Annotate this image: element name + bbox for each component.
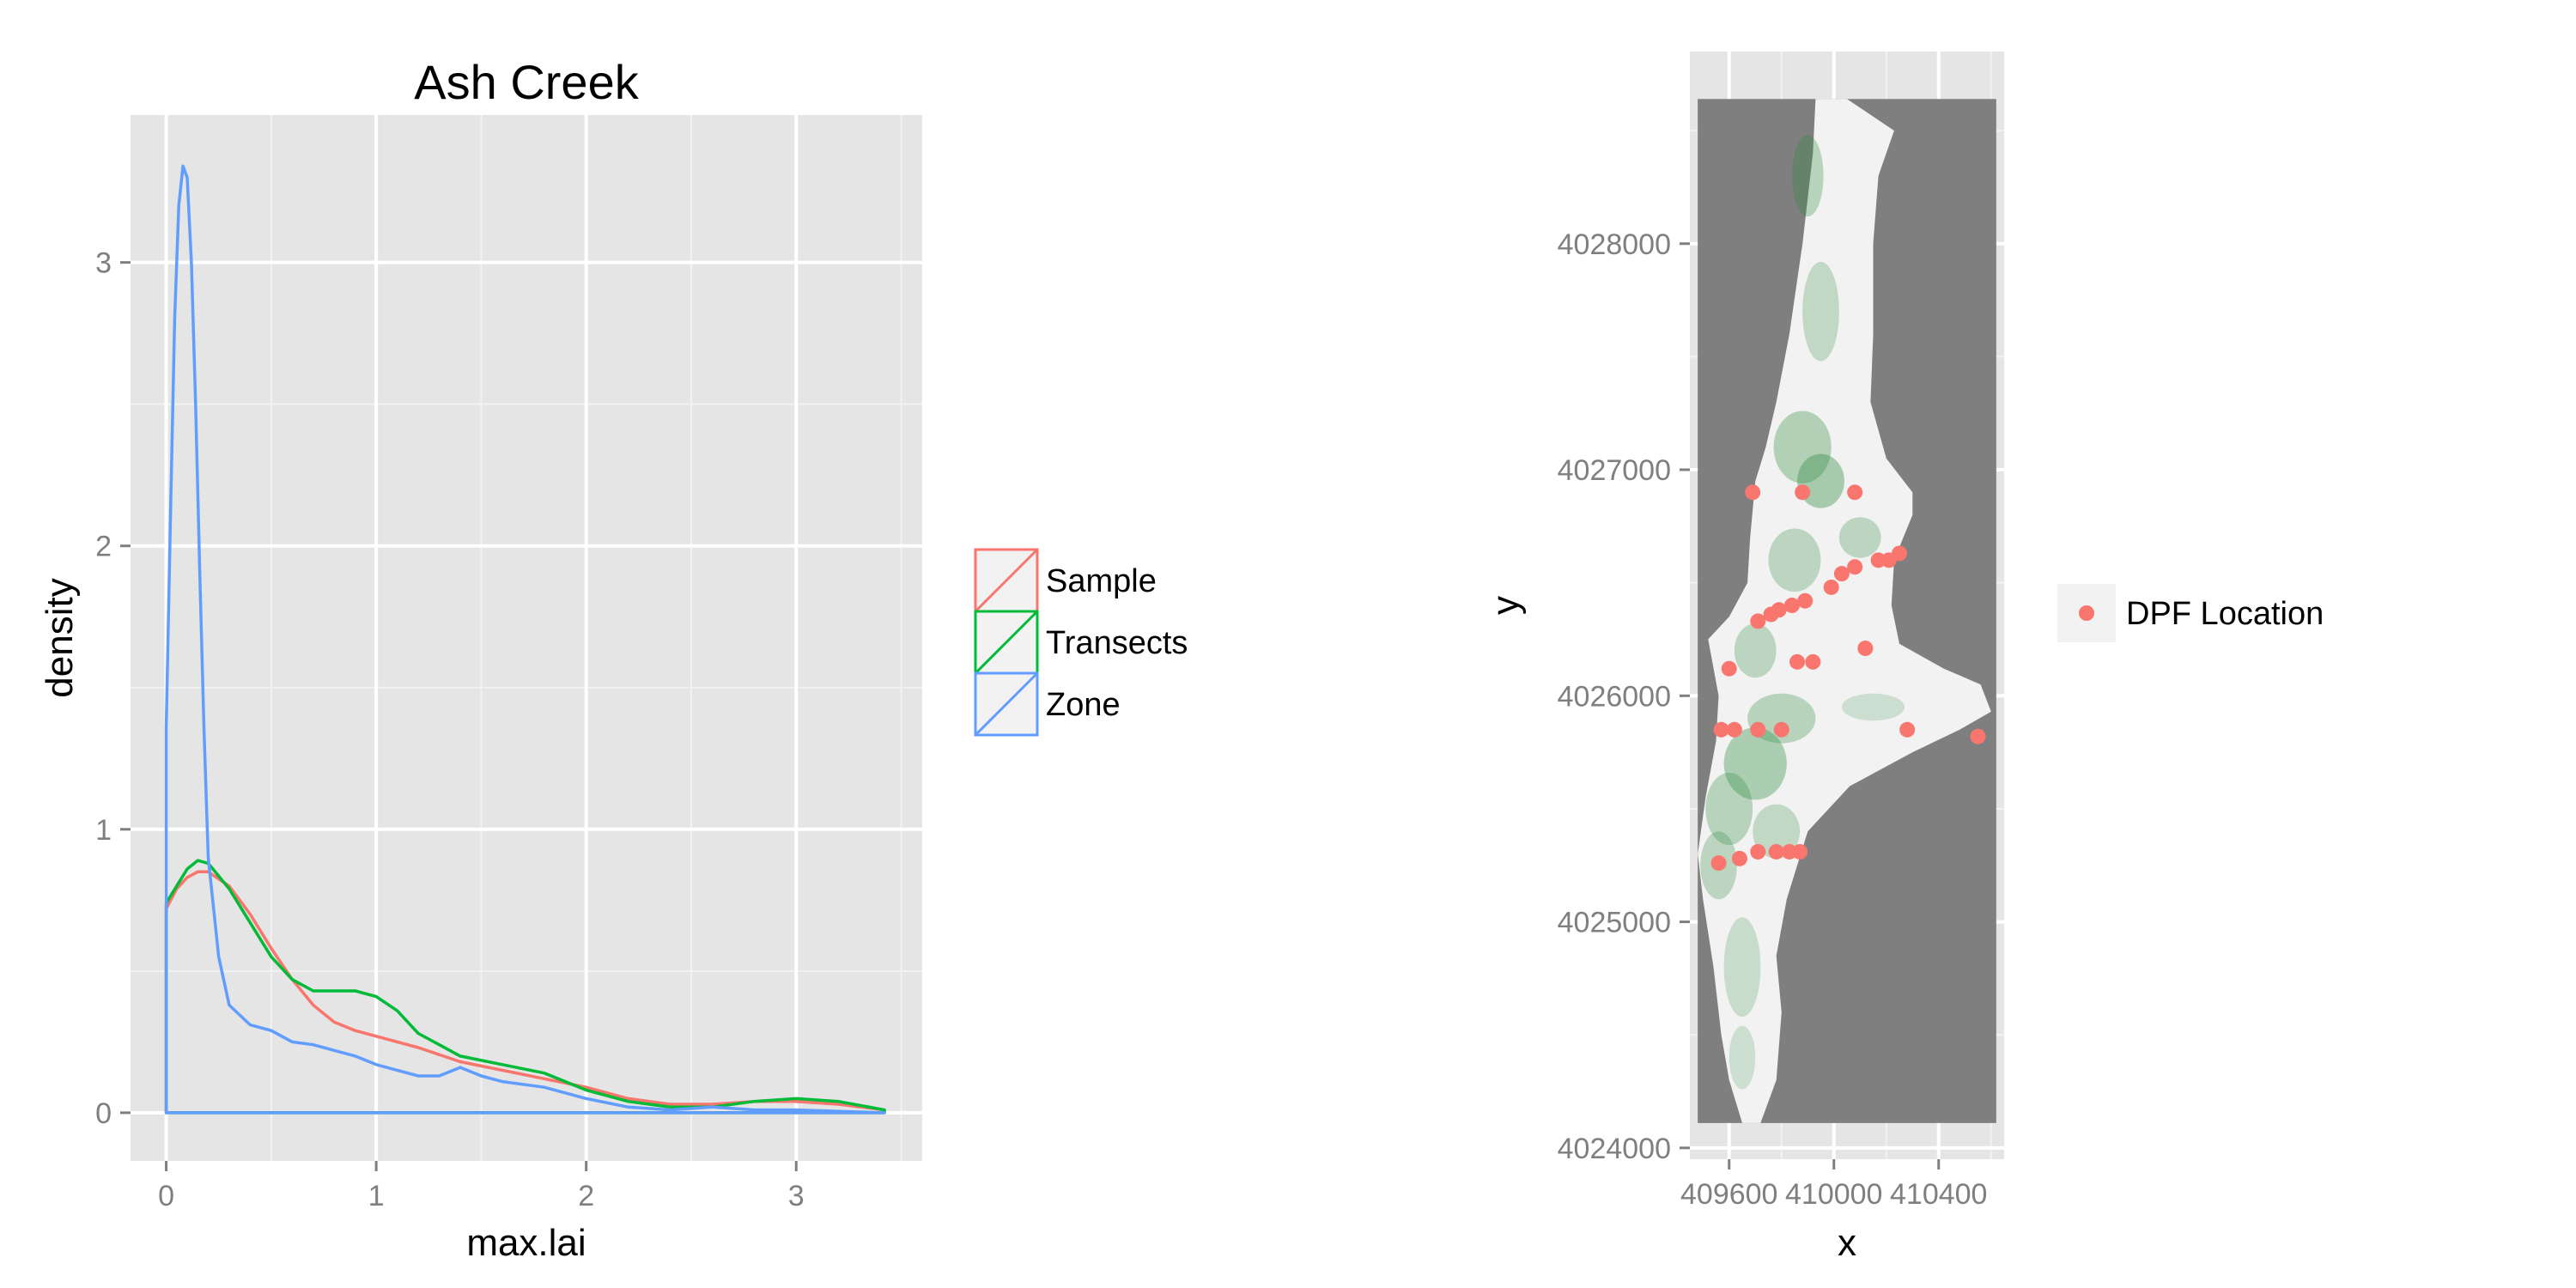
vegetation-patch [1723,917,1761,1018]
legend-label-dpf-location: DPF Location [2126,596,2324,632]
map-ticks: 409600 410000 410400 4024000 4025000 4026000 4… [1558,228,1988,1211]
dpf-location-point [1768,843,1784,860]
dpf-location-point [1721,660,1737,677]
density-plot-title: Ash Creek [414,55,639,109]
vegetation-patch [1728,1025,1756,1090]
vegetation-patch [1705,772,1753,846]
density-y-tick-label: 0 [95,1097,112,1130]
density-y-axis-title: density [39,578,81,697]
dpf-location-point [1970,728,1986,744]
dpf-location-point [1857,641,1874,657]
density-panel: 0 1 2 3 0 1 2 3 Ash Creek max.lai density Sampl… [39,55,1188,1264]
dpf-location-point [1870,552,1886,568]
map-points-group [1710,484,1986,872]
dpf-location-point [1795,484,1811,501]
dpf-location-point [1731,850,1747,866]
dpf-location-point [1713,721,1729,738]
dpf-location-point [1805,653,1821,670]
legend-label-sample: Sample [1046,563,1157,599]
legend-key-line-transects [974,610,1039,675]
legend-label-transects: Transects [1046,625,1188,661]
legend-key-dpf-location-point [2079,605,2094,621]
legend-key-line-sample [974,548,1039,613]
density-x-axis-title: max.lai [466,1222,586,1264]
dpf-location-point [1797,592,1814,609]
map-y-tick-label: 4025000 [1558,907,1671,939]
dpf-location-point [1847,559,1863,575]
dpf-location-point [1792,843,1808,860]
map-y-axis-title: y [1485,596,1527,615]
vegetation-patch [1773,410,1832,483]
map-y-tick-label: 4026000 [1558,680,1671,713]
vegetation-patch [1802,261,1839,361]
vegetation-patch [1797,453,1844,508]
dpf-location-point [1710,855,1727,872]
density-x-tick-label: 1 [368,1180,385,1212]
density-series-transects [164,859,886,1115]
map-panel: 409600 410000 410400 4024000 4025000 4026000 4… [1485,52,2324,1264]
map-y-tick-label: 4028000 [1558,228,1671,261]
dpf-location-point [1726,721,1742,738]
dpf-location-point [1783,598,1800,613]
vegetation-patch [1838,517,1881,558]
density-plot-background [131,115,922,1161]
density-x-tick-label: 3 [788,1180,805,1212]
dpf-location-point [1833,566,1850,582]
vegetation-patch [1841,693,1905,721]
density-series-group [164,164,886,1115]
map-x-tick-label: 409600 [1680,1178,1777,1211]
map-x-tick-label: 410400 [1890,1178,1987,1211]
density-legend: Sample Transects Zone [974,548,1188,737]
legend-label-zone: Zone [1046,687,1121,723]
density-x-tick-label: 0 [158,1180,174,1212]
dpf-location-point [1789,653,1806,670]
density-x-tick-label: 2 [578,1180,594,1212]
vegetation-patch [1791,135,1824,217]
dpf-location-point [1847,484,1863,501]
map-y-tick-label: 4027000 [1558,454,1671,487]
density-y-tick-label: 3 [95,247,112,280]
dpf-location-point [1773,721,1789,738]
density-y-tick-label: 2 [95,531,112,563]
vegetation-patch [1768,528,1821,592]
dpf-location-point [1899,721,1916,738]
dpf-location-point [1750,613,1766,629]
vegetation-patch [1734,623,1777,678]
density-minor-grid [131,115,922,1161]
dpf-location-point [1750,843,1766,860]
map-legend: DPF Location [2057,584,2324,642]
legend-key-line-zone [974,671,1039,737]
density-ticks: 0 1 2 3 0 1 2 3 [95,247,805,1212]
density-y-tick-label: 1 [95,814,112,847]
dpf-location-point [1823,579,1839,595]
map-y-tick-label: 4024000 [1558,1133,1671,1165]
creek-polygon [1698,99,1991,1123]
dpf-location-point [1763,606,1779,623]
dpf-location-point [1745,484,1761,501]
map-x-tick-label: 410000 [1785,1178,1882,1211]
map-x-axis-title: x [1838,1222,1856,1264]
density-series-zone [164,164,886,1115]
vegetation-patch [1723,727,1787,800]
dpf-location-point [1750,721,1766,738]
